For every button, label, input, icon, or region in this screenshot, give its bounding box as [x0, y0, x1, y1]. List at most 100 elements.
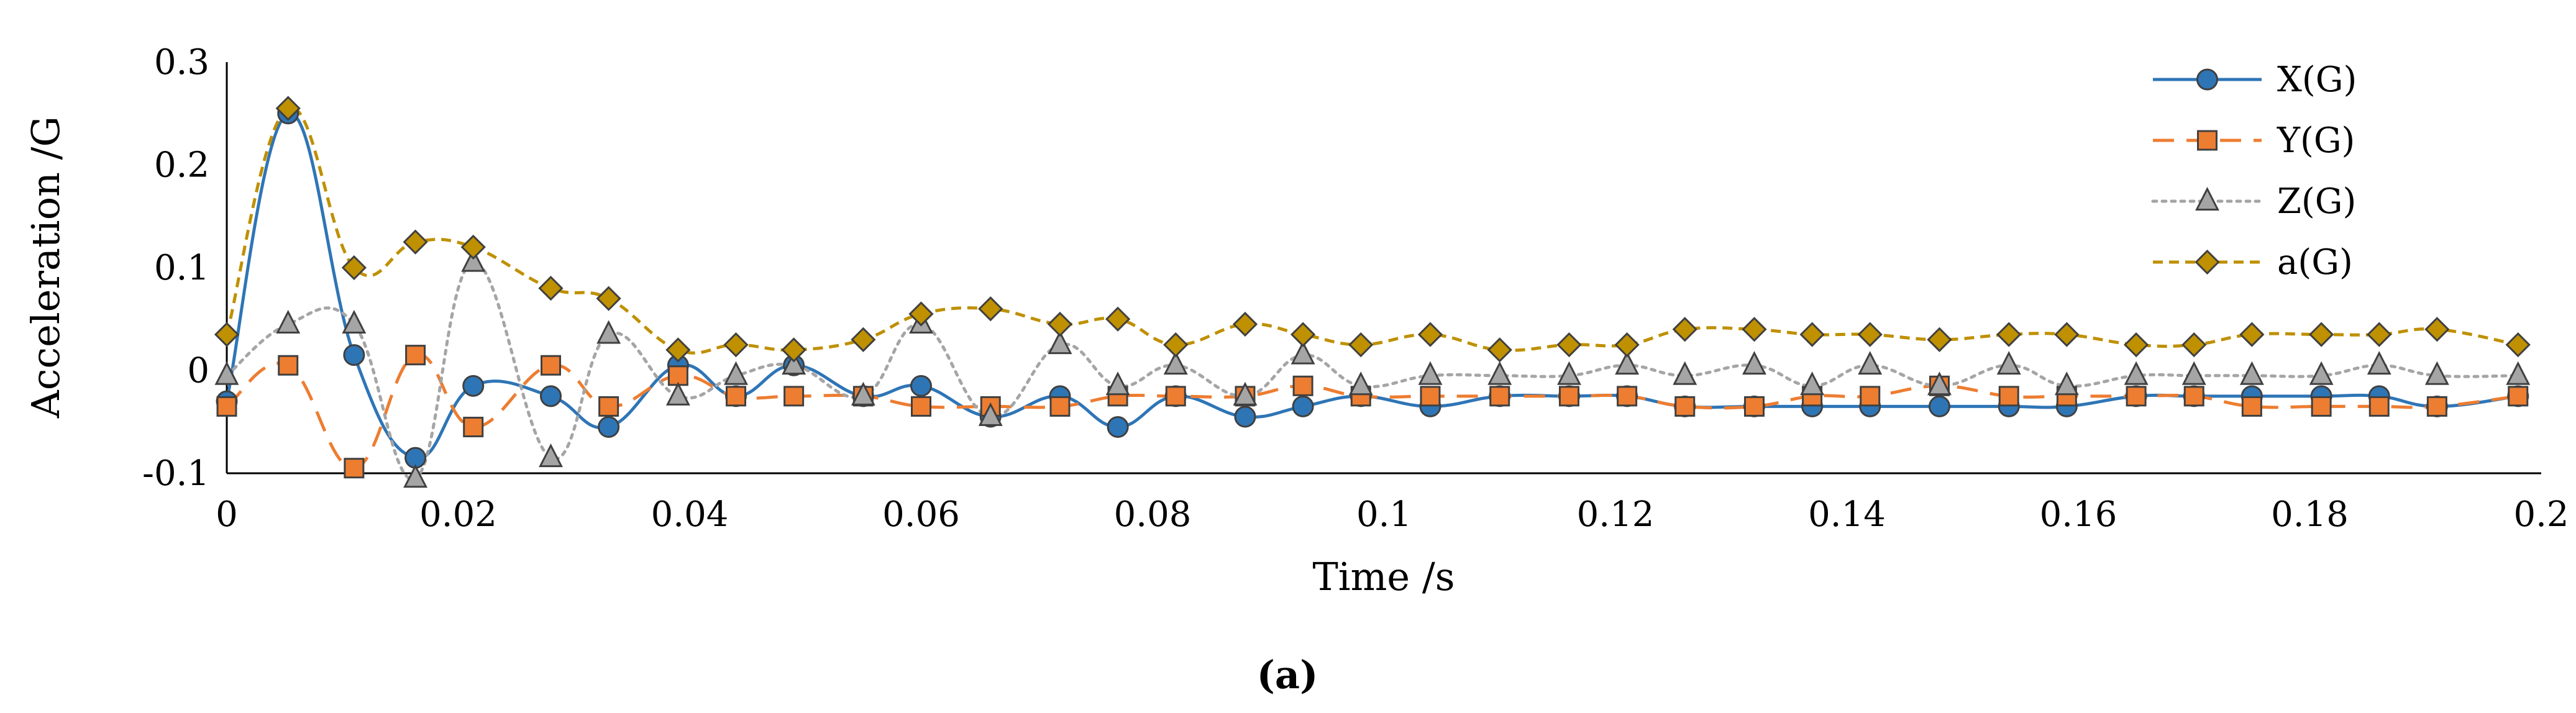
- data-point-ag: [1232, 311, 1258, 337]
- data-point-zg: [1996, 351, 2021, 375]
- data-point-zg: [1105, 371, 1130, 396]
- data-point-ag: [1996, 322, 2022, 347]
- data-point-ag: [908, 301, 934, 327]
- data-point-zg: [1557, 361, 1581, 385]
- legend-label-yg: Y(G): [2277, 120, 2355, 161]
- data-point-yg: [1420, 386, 1441, 407]
- data-point-xg: [1292, 395, 1314, 417]
- data-point-zg: [1418, 361, 1443, 385]
- data-point-yg: [1860, 386, 1881, 407]
- data-point-yg: [598, 396, 619, 417]
- x-tick-label: 0: [216, 494, 238, 535]
- legend-label-zg: Z(G): [2277, 181, 2356, 222]
- data-point-ag: [214, 322, 240, 347]
- data-point-ag: [665, 337, 691, 363]
- x-tick-labels: 0 0.02 0.04 0.06 0.08 0.1 0.12 0.14 0.16 0.18 0.2: [216, 494, 2569, 535]
- series-markers-xg: [216, 102, 2529, 469]
- data-point-zg: [851, 381, 875, 406]
- data-point-yg: [2183, 386, 2204, 407]
- series-line-xg: [225, 112, 2519, 460]
- data-point-zg: [1163, 351, 1188, 375]
- data-point-ag: [2124, 332, 2149, 358]
- data-point-zg: [1233, 381, 1258, 406]
- data-point-ag: [1417, 322, 1443, 347]
- data-point-ag: [723, 332, 749, 358]
- x-tick-label: 0.16: [2040, 494, 2117, 535]
- data-point-xg: [598, 416, 620, 438]
- series-line-yg: [226, 353, 2519, 470]
- data-point-yg: [1674, 396, 1696, 417]
- data-point-xg: [540, 385, 562, 407]
- data-point-xg: [1234, 406, 1256, 428]
- data-point-ag: [851, 327, 876, 352]
- data-point-zg: [403, 464, 428, 488]
- data-point-zg: [2424, 361, 2449, 385]
- data-point-yg: [2368, 396, 2390, 417]
- legend-label-ag: a(G): [2277, 242, 2353, 283]
- data-point-xg: [343, 344, 365, 366]
- series-lines: [225, 106, 2520, 481]
- series-line-ag: [225, 106, 2519, 355]
- y-tick-label: 0.3: [154, 42, 209, 83]
- legend: X(G) Y(G) Z(G) a(G): [2151, 60, 2357, 283]
- data-point-zg: [1858, 351, 1883, 375]
- figure-caption: (a): [1257, 652, 1318, 697]
- data-point-yg: [405, 345, 426, 366]
- data-point-yg: [726, 386, 746, 407]
- series-markers-zg: [214, 248, 2531, 488]
- data-point-yg: [2241, 396, 2262, 417]
- series-markers: [214, 96, 2531, 488]
- data-point-ag: [538, 275, 564, 301]
- data-point-zg: [1487, 361, 1512, 385]
- data-point-ag: [2367, 322, 2392, 347]
- data-point-zg: [461, 248, 486, 272]
- data-point-zg: [978, 402, 1003, 426]
- data-point-yg: [1107, 386, 1128, 407]
- data-point-ag: [2505, 332, 2531, 358]
- data-point-zg: [1048, 330, 1072, 355]
- data-point-yg: [911, 396, 931, 417]
- data-point-ag: [2054, 322, 2080, 347]
- data-point-ag: [341, 255, 367, 281]
- data-point-yg: [1559, 386, 1579, 407]
- x-tick-label: 0.12: [1577, 494, 1655, 535]
- data-point-zg: [1673, 361, 1697, 385]
- data-point-yg: [1049, 396, 1071, 417]
- data-point-ag: [781, 337, 806, 363]
- y-tick-label: 0: [187, 351, 209, 391]
- legend-marker-xg: [2196, 68, 2218, 91]
- data-point-yg: [278, 355, 299, 376]
- data-point-yg: [2426, 396, 2447, 417]
- x-tick-label: 0.04: [651, 494, 729, 535]
- data-point-ag: [1927, 327, 1952, 352]
- data-point-ag: [1742, 317, 1767, 342]
- data-point-zg: [2506, 361, 2531, 385]
- data-point-ag: [1348, 332, 1374, 358]
- y-tick-label: -0.1: [142, 453, 209, 494]
- data-point-yg: [2126, 386, 2147, 407]
- data-point-ag: [1614, 332, 1640, 358]
- data-point-ag: [1799, 322, 1825, 347]
- data-point-zg: [2367, 351, 2391, 375]
- data-point-zg: [1742, 351, 1766, 375]
- data-point-ag: [1857, 322, 1883, 347]
- data-point-zg: [2181, 361, 2206, 385]
- data-point-yg: [463, 417, 484, 438]
- data-point-yg: [541, 355, 561, 376]
- data-point-zg: [214, 361, 239, 385]
- data-point-zg: [724, 361, 748, 385]
- data-point-yg: [1998, 386, 2019, 407]
- data-point-zg: [596, 320, 621, 344]
- series-markers-yg: [216, 345, 2529, 479]
- data-point-zg: [1927, 371, 1952, 396]
- data-point-yg: [1489, 386, 1510, 407]
- data-point-ag: [1672, 317, 1697, 342]
- data-point-zg: [1348, 371, 1373, 396]
- data-point-ag: [1163, 332, 1189, 358]
- data-point-yg: [344, 458, 365, 479]
- data-point-zg: [539, 443, 563, 468]
- data-point-zg: [782, 351, 806, 375]
- legend-label-xg: X(G): [2277, 60, 2357, 100]
- x-axis-title: Time /s: [1312, 554, 1455, 599]
